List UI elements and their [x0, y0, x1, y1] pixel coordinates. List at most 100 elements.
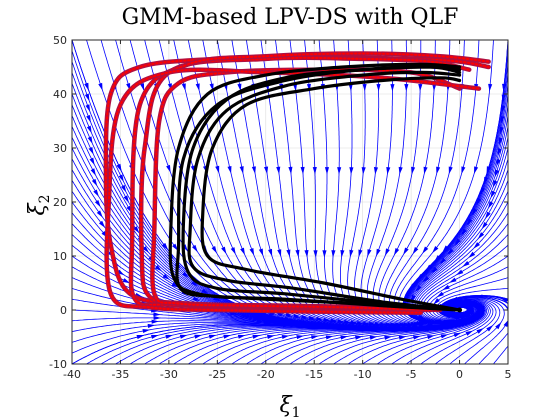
streamline-arrow	[86, 125, 92, 134]
streamline-arrow	[240, 247, 245, 256]
streamline-arrow	[237, 83, 242, 92]
streamline-arrow	[337, 167, 342, 175]
streamline-arrow	[296, 335, 305, 340]
streamline-arrow	[492, 180, 498, 188]
x-tick-label: -25	[208, 368, 226, 381]
streamline-arrow	[369, 335, 378, 340]
streamline-arrow	[433, 298, 440, 305]
streamline-arrow	[136, 334, 145, 339]
streamline-arrow	[313, 250, 318, 258]
streamline-arrow	[348, 83, 353, 92]
streamline-arrow	[117, 269, 125, 276]
streamline-arrow	[84, 82, 89, 91]
streamline-arrow	[268, 248, 273, 257]
streamline-arrow	[252, 334, 261, 339]
streamline-arrow	[239, 166, 244, 174]
streamline-arrow	[182, 271, 190, 279]
streamline-arrow	[384, 335, 392, 340]
streamline-arrow	[154, 265, 162, 272]
x-tick-label: -15	[305, 368, 323, 381]
streamline-arrow	[373, 167, 379, 175]
streamline-arrow	[421, 319, 429, 324]
streamline-arrow	[362, 84, 367, 92]
streamline-arrow	[93, 189, 99, 197]
streamline-arrow	[340, 249, 345, 258]
streamline-arrow	[355, 335, 363, 340]
streamline-arrow	[495, 322, 502, 330]
streamline-arrow	[98, 82, 103, 91]
streamline-arrow	[171, 282, 179, 288]
streamline-arrow	[503, 320, 508, 327]
streamline-arrow	[151, 334, 159, 339]
streamline-arrow	[94, 199, 101, 208]
streamline-arrow	[172, 243, 179, 251]
streamline-arrow	[361, 167, 366, 175]
streamline-arrow	[122, 278, 131, 284]
streamline-arrow	[116, 163, 122, 172]
streamline-arrow	[123, 195, 129, 203]
streamline-arrow	[276, 166, 281, 175]
streamline-arrow	[161, 242, 169, 251]
streamline-arrow	[89, 157, 95, 166]
x-tick-label: -5	[406, 368, 417, 381]
streamline-arrow	[153, 315, 162, 320]
streamline-arrow	[311, 335, 319, 340]
streamline-arrow	[488, 83, 493, 92]
streamline-arrow	[415, 285, 422, 293]
chart-title: GMM-based LPV-DS with QLF	[122, 5, 459, 30]
streamline-arrow	[237, 334, 246, 339]
streamline-arrow	[418, 84, 423, 92]
streamline-arrow	[432, 83, 437, 92]
streamline-arrow	[481, 221, 488, 230]
streamline-arrow	[422, 275, 430, 283]
streamline-arrow	[324, 167, 330, 175]
streamline-arrow	[398, 166, 403, 175]
streamline-arrow	[195, 83, 200, 92]
streamline-arrow	[85, 104, 91, 112]
streamline-arrow	[465, 330, 474, 336]
streamline-arrow	[215, 165, 220, 174]
streamline-arrow	[147, 323, 156, 329]
streamline-arrow	[230, 247, 236, 255]
streamline-arrow	[153, 312, 161, 317]
y-tick-label: 0	[60, 304, 67, 317]
streamline-arrow	[500, 298, 508, 303]
streamline-arrow	[466, 218, 473, 226]
streamline-arrow	[358, 249, 363, 258]
streamline-arrow	[423, 166, 428, 175]
streamline-arrow	[497, 148, 502, 156]
streamline-arrow	[502, 83, 507, 92]
streamline-arrow	[496, 158, 501, 167]
streamline-arrow	[430, 266, 438, 274]
streamline-arrow	[86, 114, 91, 123]
streamline-arrow	[349, 249, 354, 258]
streamline-arrow	[486, 166, 491, 174]
streamline-arrow	[376, 248, 381, 257]
streamline-arrow	[477, 232, 485, 240]
streamline-arrow	[98, 220, 106, 228]
streamline-arrow	[191, 280, 199, 287]
x-axis-label: ξ1	[279, 393, 300, 420]
streamline-arrow	[118, 174, 124, 183]
streamline-arrow	[436, 166, 441, 175]
streamline-arrow	[436, 291, 444, 298]
streamline-arrow	[281, 335, 290, 340]
streamline-arrow	[211, 246, 217, 254]
streamline-arrow	[340, 335, 349, 340]
streamline-arrow	[461, 166, 466, 175]
streamline-arrow	[227, 165, 232, 174]
streamline-arrow	[486, 325, 494, 332]
streamline-arrow	[386, 166, 391, 175]
streamline-arrow	[142, 246, 150, 254]
x-tick-label: -35	[111, 368, 129, 381]
streamline-arrow	[133, 226, 140, 234]
streamline-arrow	[88, 147, 94, 155]
y-tick-label: 20	[53, 196, 67, 209]
streamline-arrow	[476, 328, 484, 334]
streamline-arrow	[432, 246, 439, 254]
streamline-arrow	[520, 316, 524, 324]
streamline	[507, 363, 508, 364]
streamline-arrow	[453, 332, 462, 338]
y-tick-label: 30	[53, 142, 67, 155]
